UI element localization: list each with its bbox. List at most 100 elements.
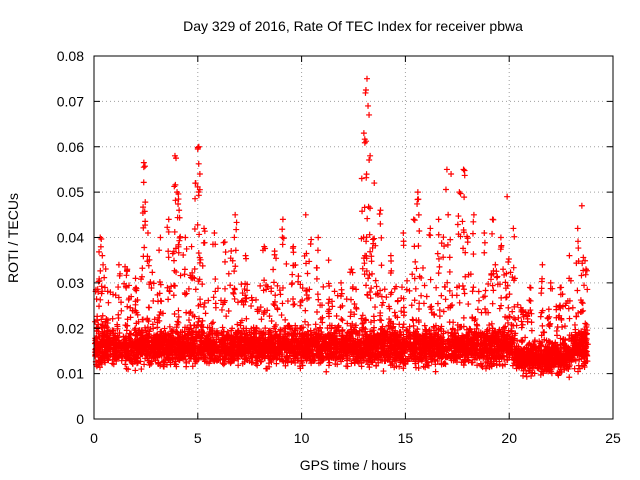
data-point (199, 281, 206, 288)
data-point (197, 296, 204, 303)
data-point (490, 287, 497, 294)
data-point (571, 365, 578, 372)
data-point (416, 300, 423, 307)
data-point (484, 360, 491, 367)
data-point (274, 306, 281, 313)
data-point (145, 304, 152, 311)
data-point (326, 296, 333, 303)
data-point (371, 235, 378, 242)
data-point (111, 355, 118, 362)
data-point (436, 263, 443, 270)
data-point (372, 277, 379, 284)
data-point (507, 269, 514, 276)
data-point (381, 286, 388, 293)
data-point (234, 299, 241, 306)
data-point (231, 268, 238, 275)
data-point (297, 302, 304, 309)
data-point (265, 328, 272, 335)
data-point (110, 291, 117, 298)
data-point (199, 317, 206, 324)
data-point (268, 317, 275, 324)
data-point (537, 371, 544, 378)
data-point (575, 245, 582, 252)
data-point (413, 265, 420, 272)
grid-lines (94, 56, 613, 419)
data-point (441, 360, 448, 367)
data-point (537, 313, 544, 320)
data-point (479, 364, 486, 371)
data-point (147, 325, 154, 332)
data-point (475, 297, 482, 304)
data-point (177, 272, 184, 279)
data-point (440, 254, 447, 261)
data-point (320, 283, 327, 290)
data-point (161, 325, 168, 332)
data-point (137, 358, 144, 365)
data-point (462, 249, 469, 256)
data-point (307, 327, 314, 334)
data-point (318, 329, 325, 336)
data-point (306, 258, 313, 265)
data-point (299, 297, 306, 304)
data-point (220, 328, 227, 335)
data-point (418, 292, 425, 299)
data-point (445, 329, 452, 336)
data-point (373, 283, 380, 290)
data-point (227, 255, 234, 262)
data-point (225, 270, 232, 277)
data-point (258, 316, 265, 323)
data-point (391, 309, 398, 316)
data-point (139, 328, 146, 335)
data-point (562, 302, 569, 309)
data-point (104, 288, 111, 295)
data-point (189, 363, 196, 370)
data-point (284, 298, 291, 305)
data-point (494, 273, 501, 280)
data-point (154, 324, 161, 331)
data-point (441, 243, 448, 250)
data-point (138, 366, 145, 373)
data-point (257, 282, 264, 289)
data-point (248, 303, 255, 310)
data-point (580, 254, 587, 261)
data-point (189, 329, 196, 336)
data-point (312, 321, 319, 328)
data-point (348, 360, 355, 367)
data-point (482, 365, 489, 372)
data-point (249, 359, 256, 366)
data-point (383, 294, 390, 301)
data-point (399, 324, 406, 331)
data-point (185, 317, 192, 324)
data-point (304, 270, 311, 277)
data-point (513, 365, 520, 372)
data-point (308, 236, 315, 243)
data-point (412, 285, 419, 292)
data-point (278, 312, 285, 319)
data-point (406, 287, 413, 294)
data-point (440, 234, 447, 241)
data-point (441, 283, 448, 290)
data-point (438, 292, 445, 299)
data-point (183, 363, 190, 370)
data-point (96, 248, 103, 255)
data-point (509, 308, 516, 315)
data-point (150, 297, 157, 304)
data-point (344, 320, 351, 327)
data-point (461, 290, 468, 297)
data-point (462, 273, 469, 280)
data-point (518, 337, 525, 344)
data-point (180, 252, 187, 259)
data-point (523, 370, 530, 377)
data-point (507, 328, 514, 335)
data-point (423, 293, 430, 300)
data-point (171, 282, 178, 289)
data-point (421, 322, 428, 329)
data-point (228, 247, 235, 254)
data-point (212, 304, 219, 311)
data-point (505, 256, 512, 262)
data-point (99, 312, 106, 319)
data-point (316, 324, 323, 331)
data-point (489, 282, 496, 289)
data-point (239, 290, 246, 297)
